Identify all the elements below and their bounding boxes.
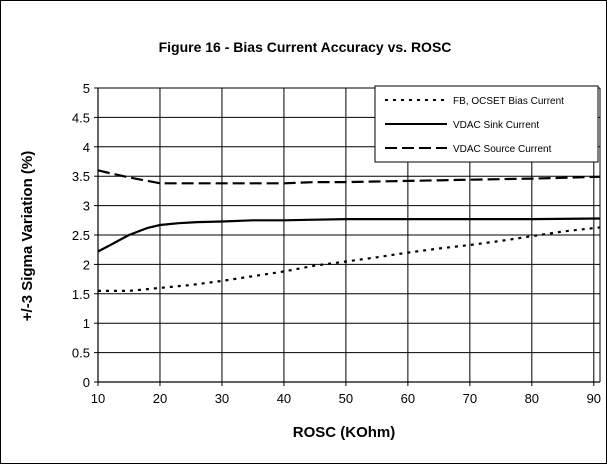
y-tick-label: 3 xyxy=(83,199,90,214)
x-tick-label: 20 xyxy=(153,391,167,406)
y-axis-title: +/-3 Sigma Variation (%) xyxy=(19,151,36,321)
x-tick-label: 60 xyxy=(401,391,415,406)
y-tick-label: 4 xyxy=(83,140,90,155)
y-tick-label: 2.5 xyxy=(72,228,90,243)
x-tick-label: 10 xyxy=(91,391,105,406)
series-line-3 xyxy=(97,169,601,185)
y-tick-label: 2 xyxy=(83,257,90,272)
legend-label-3: VDAC Source Current xyxy=(453,144,552,155)
x-tick-label: 50 xyxy=(339,391,353,406)
y-tick-label: 1.5 xyxy=(72,287,90,302)
y-tick-label: 1 xyxy=(83,316,90,331)
y-tick-label: 0 xyxy=(83,375,90,390)
legend: FB, OCSET Bias Current VDAC Sink Current V… xyxy=(374,85,599,163)
x-tick-label: 30 xyxy=(215,391,229,406)
series-line-2 xyxy=(97,217,601,253)
y-tick-label: 3.5 xyxy=(72,169,90,184)
series-line-1 xyxy=(98,226,601,292)
x-tick-label: 40 xyxy=(277,391,291,406)
legend-label-2: VDAC Sink Current xyxy=(453,120,539,131)
axes-layer xyxy=(94,87,601,386)
x-tick-label: 80 xyxy=(525,391,539,406)
series-layer xyxy=(97,169,601,292)
x-axis-title: ROSC (KOhm) xyxy=(293,424,396,441)
x-tick-label: 90 xyxy=(587,391,601,406)
tick-label-layer: 0 0.5 1 1.5 2 2.5 3 3.5 4 4.5 5 10 20 30 40 50 60 70 80 90 xyxy=(72,81,601,406)
x-tick-label: 70 xyxy=(463,391,477,406)
y-tick-label: 0.5 xyxy=(72,346,90,361)
y-tick-label: 4.5 xyxy=(72,110,90,125)
legend-items: FB, OCSET Bias Current VDAC Sink Current V… xyxy=(385,96,564,155)
chart-title: Figure 16 - Bias Current Accuracy vs. RO… xyxy=(159,39,452,55)
legend-label-1: FB, OCSET Bias Current xyxy=(453,96,564,107)
y-tick-label: 5 xyxy=(83,81,90,96)
